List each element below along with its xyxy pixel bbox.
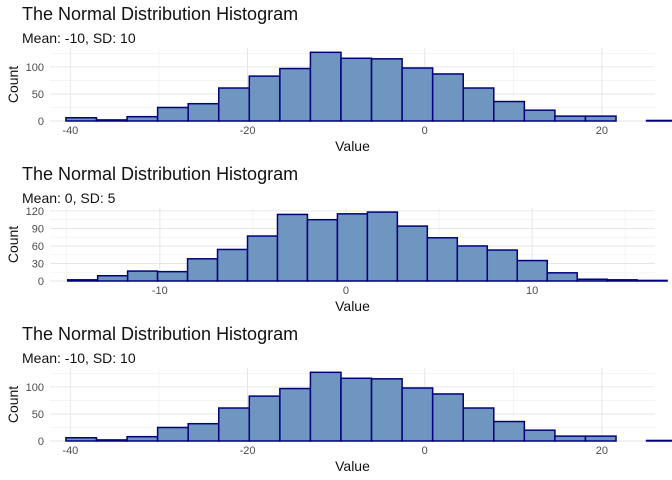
histogram-bar xyxy=(156,106,189,122)
histogram-bar xyxy=(65,437,98,442)
histogram-bar xyxy=(276,213,309,282)
y-tick-label: 120 xyxy=(26,206,44,218)
histogram-bar xyxy=(493,100,526,122)
histogram-bar xyxy=(370,378,403,442)
histogram-bar xyxy=(96,274,129,282)
histogram-bar xyxy=(370,58,403,122)
y-tick-label: 0 xyxy=(38,276,44,288)
histogram-bar xyxy=(401,67,434,122)
x-tick-label: -40 xyxy=(62,445,78,457)
histogram-bar xyxy=(246,235,279,282)
chart-title: The Normal Distribution Histogram xyxy=(22,4,299,24)
x-tick-label: 10 xyxy=(526,285,538,297)
histogram-bar xyxy=(516,259,548,282)
x-axis-label: Value xyxy=(335,458,370,474)
histogram-bar xyxy=(66,279,99,282)
x-tick-label: 20 xyxy=(596,125,608,137)
histogram-bar xyxy=(462,407,495,442)
histogram-bar xyxy=(523,109,556,122)
chart-subtitle: Mean: 0, SD: 5 xyxy=(22,190,116,206)
histogram-plot: 0 50 100 -40 -20 0 20 Value Count xyxy=(5,368,672,474)
chart-title: The Normal Distribution Histogram xyxy=(22,164,299,184)
histogram-bar xyxy=(523,429,556,442)
histogram-plot: 0 50 100 -40 -20 0 20 Value Count xyxy=(5,48,672,154)
chart-subtitle: Mean: -10, SD: 10 xyxy=(22,30,136,46)
x-tick-label: -40 xyxy=(62,125,78,137)
histogram-bar xyxy=(462,87,495,122)
histogram-bar xyxy=(126,270,159,282)
histogram-bar xyxy=(546,272,578,282)
y-tick-label: 100 xyxy=(26,62,44,74)
histogram-bar xyxy=(584,435,617,442)
histogram-bar xyxy=(248,395,281,442)
histogram-bar xyxy=(309,51,342,122)
x-tick-label: 0 xyxy=(422,125,428,137)
histogram-bar xyxy=(217,407,251,442)
y-axis-label: Count xyxy=(5,386,21,423)
histogram-bar xyxy=(606,279,638,282)
histogram-bar xyxy=(486,249,518,282)
y-tick-label: 50 xyxy=(32,409,44,421)
histogram-bar xyxy=(306,218,339,282)
histogram-bar xyxy=(645,119,672,122)
histogram-bar xyxy=(340,377,373,442)
histogram-bar xyxy=(95,119,128,122)
histogram-bar xyxy=(426,237,459,282)
chart-title: The Normal Distribution Histogram xyxy=(22,324,299,344)
histogram-bar xyxy=(401,387,434,442)
histogram-bar xyxy=(279,387,312,442)
x-tick-label: 0 xyxy=(343,285,349,297)
x-axis-label: Value xyxy=(335,138,370,154)
histogram-bar xyxy=(431,393,464,442)
histogram-panel-2: The Normal Distribution Histogram Mean: … xyxy=(0,160,672,320)
histogram-bar xyxy=(584,115,617,122)
histogram-bar xyxy=(336,213,369,282)
histogram-bar xyxy=(279,67,312,122)
y-axis-label: Count xyxy=(5,66,21,103)
y-tick-label: 100 xyxy=(26,382,44,394)
histogram-bar xyxy=(309,371,342,442)
histogram-bar xyxy=(493,420,526,442)
x-tick-label: -10 xyxy=(152,285,168,297)
histogram-panel-1: The Normal Distribution Histogram Mean: … xyxy=(0,0,672,160)
histogram-bar xyxy=(456,245,489,282)
histogram-bar xyxy=(576,278,608,282)
histogram-bar xyxy=(366,211,399,282)
histogram-bar xyxy=(554,115,587,122)
histogram-bar xyxy=(187,422,220,442)
y-tick-label: 90 xyxy=(32,223,44,235)
histogram-bar xyxy=(126,435,159,442)
x-tick-label: 20 xyxy=(596,445,608,457)
histogram-plot: 0 30 60 90 120 -10 0 10 Value Count xyxy=(5,206,668,314)
histogram-bar xyxy=(187,102,220,122)
x-tick-label: -20 xyxy=(240,125,256,137)
y-tick-label: 0 xyxy=(38,436,44,448)
y-axis-label: Count xyxy=(5,226,21,263)
x-axis-label: Value xyxy=(335,298,370,314)
histogram-bar xyxy=(645,439,672,442)
y-tick-label: 50 xyxy=(32,89,44,101)
histogram-bar xyxy=(554,435,587,442)
histogram-bar xyxy=(65,117,98,122)
histogram-panel-3: The Normal Distribution Histogram Mean: … xyxy=(0,320,672,480)
histogram-bar xyxy=(248,75,281,122)
x-tick-label: -20 xyxy=(240,445,256,457)
histogram-bar xyxy=(217,87,251,122)
histogram-bar xyxy=(95,439,128,442)
histogram-bar xyxy=(431,73,464,122)
histogram-bar xyxy=(156,270,189,282)
histogram-bar xyxy=(156,426,189,442)
histogram-bar xyxy=(186,258,219,282)
histogram-bar xyxy=(636,279,668,282)
histogram-bar xyxy=(396,225,429,282)
histogram-bar xyxy=(126,115,159,122)
chart-subtitle: Mean: -10, SD: 10 xyxy=(22,350,136,366)
y-tick-label: 0 xyxy=(38,116,44,128)
y-tick-label: 30 xyxy=(32,258,44,270)
x-tick-label: 0 xyxy=(422,445,428,457)
histogram-bar xyxy=(340,57,373,122)
histogram-bar xyxy=(216,248,249,282)
y-tick-label: 60 xyxy=(32,241,44,253)
